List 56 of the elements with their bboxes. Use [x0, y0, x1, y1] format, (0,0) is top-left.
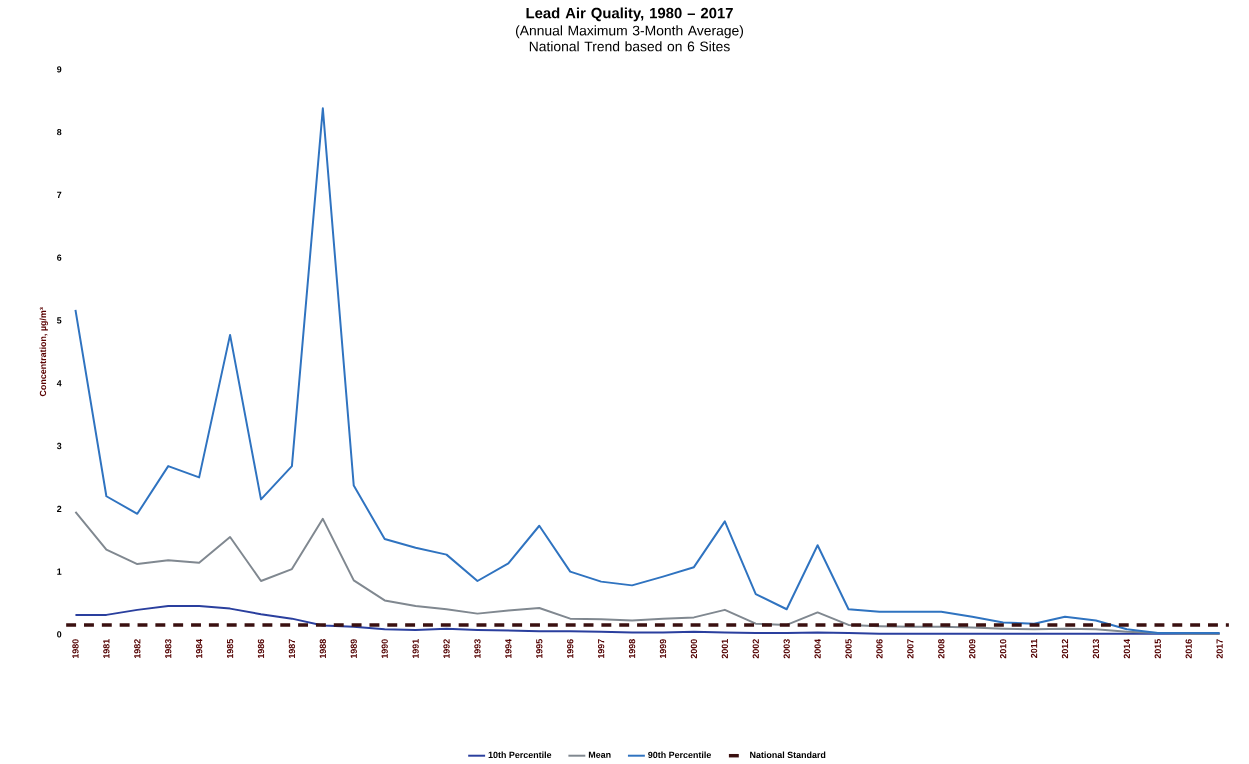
- x-tick-label: 2012: [1061, 639, 1069, 659]
- x-tick-label: 2010: [999, 639, 1007, 659]
- line-series: [74, 511, 1221, 635]
- x-tick-label: 1989: [350, 639, 357, 659]
- y-axis-title: Concentration, µg/m³: [39, 307, 48, 397]
- x-tick-label: 1999: [659, 639, 667, 659]
- x-tick-label: 1980: [72, 639, 79, 659]
- x-tick-label: 2002: [752, 639, 759, 659]
- legend-label: Mean: [588, 751, 611, 758]
- y-tick-label: 6: [57, 254, 62, 261]
- x-tick-label: 1986: [257, 639, 265, 659]
- x-tick-label: 1998: [628, 639, 636, 659]
- x-tick-label: 1995: [536, 639, 543, 659]
- x-tick-label: 1990: [381, 639, 388, 659]
- x-tick-label: 1994: [505, 638, 512, 659]
- x-tick-label: 1985: [226, 639, 234, 659]
- x-tick-label: 1993: [474, 639, 481, 659]
- x-tick-label: 2007: [907, 639, 914, 659]
- x-tick-label: 2001: [721, 639, 728, 659]
- x-tick-label: 1997: [597, 639, 605, 659]
- x-tick-label: 2009: [969, 639, 976, 659]
- y-tick-label: 1: [57, 568, 62, 575]
- y-tick-label: 8: [57, 129, 62, 136]
- legend-label: 10th Percentile: [488, 751, 552, 759]
- x-tick-label: 1981: [103, 639, 110, 659]
- x-tick-label: 1982: [134, 639, 141, 659]
- x-tick-label: 1996: [567, 639, 574, 659]
- chart-subtitle: (Annual Maximum 3-Month Average) National Trend based on 6 Sites: [515, 25, 744, 52]
- legend-label: National Standard: [750, 751, 826, 759]
- x-tick-label: 2017: [1216, 639, 1223, 659]
- x-tick-label: 1988: [319, 639, 326, 659]
- x-tick-label: 1987: [288, 639, 296, 659]
- x-tick-label: 2003: [783, 639, 790, 659]
- y-tick-label: 0: [57, 631, 62, 638]
- x-tick-label: 2005: [845, 639, 852, 659]
- x-tick-label: 2004: [814, 638, 821, 659]
- x-tick-label: 1983: [165, 639, 172, 659]
- chart-title: Lead Air Quality, 1980 – 2017: [526, 7, 733, 22]
- x-tick-label: 2014: [1123, 638, 1130, 659]
- x-tick-label: 2015: [1154, 639, 1161, 659]
- y-tick-label: 3: [56, 442, 62, 450]
- y-tick-label: 2: [57, 505, 62, 512]
- x-tick-label: 1992: [443, 639, 450, 659]
- y-tick-label: 7: [57, 191, 62, 199]
- x-tick-label: 1991: [412, 639, 419, 659]
- x-tick-label: 2013: [1092, 639, 1100, 659]
- y-tick-label: 9: [57, 66, 62, 73]
- x-tick-label: 2011: [1030, 639, 1038, 658]
- x-tick-label: 2006: [876, 639, 883, 659]
- x-tick-label: 1984: [195, 638, 203, 659]
- x-tick-label: 2000: [690, 639, 698, 659]
- x-tick-label: 2016: [1185, 639, 1192, 659]
- y-tick-label: 4: [56, 380, 62, 387]
- legend-label: 90th Percentile: [648, 751, 711, 759]
- x-tick-label: 2008: [938, 639, 945, 659]
- y-tick-label: 5: [57, 317, 62, 324]
